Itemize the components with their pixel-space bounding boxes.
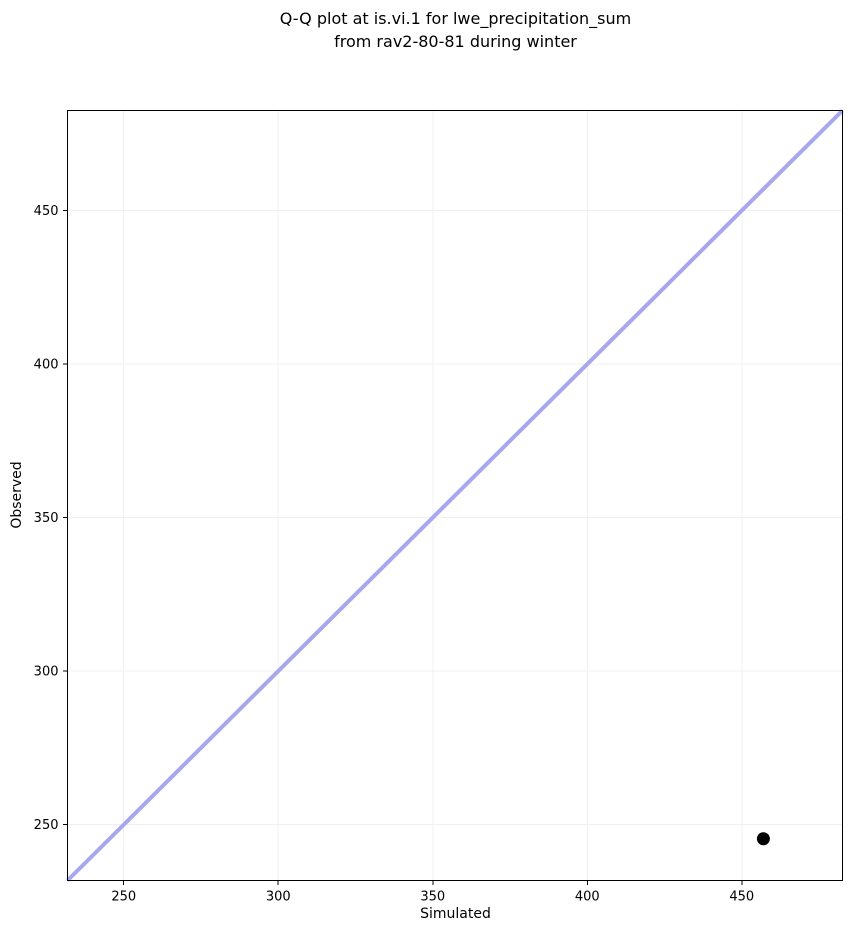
y-axis-label: Observed <box>9 461 25 529</box>
y-tick-label-450: 450 <box>34 204 59 219</box>
chart-title-line2: from rav2-80-81 during winter <box>334 32 577 51</box>
axes-layer: 250 300 350 400 450 250 300 350 400 450 <box>34 110 843 905</box>
data-point-0 <box>756 832 770 846</box>
x-tick-label-450: 450 <box>729 890 754 905</box>
y-tick-label-400: 400 <box>34 358 59 373</box>
y-tick-label-300: 300 <box>34 665 59 680</box>
x-axis-label: Simulated <box>420 906 491 922</box>
x-tick-label-250: 250 <box>111 890 136 905</box>
x-tick-label-350: 350 <box>420 890 445 905</box>
series-layer <box>66 109 844 882</box>
grid-layer <box>67 110 843 881</box>
axes-box <box>67 110 843 881</box>
chart-title: Q-Q plot at is.vi.1 for lwe_precipitatio… <box>68 7 843 53</box>
y-tick-label-350: 350 <box>34 511 59 526</box>
x-tick-label-300: 300 <box>266 890 291 905</box>
x-tick-label-400: 400 <box>575 890 600 905</box>
y-tick-label-250: 250 <box>34 818 59 833</box>
chart-title-line1: Q-Q plot at is.vi.1 for lwe_precipitatio… <box>279 9 632 28</box>
identity-line <box>66 109 844 882</box>
